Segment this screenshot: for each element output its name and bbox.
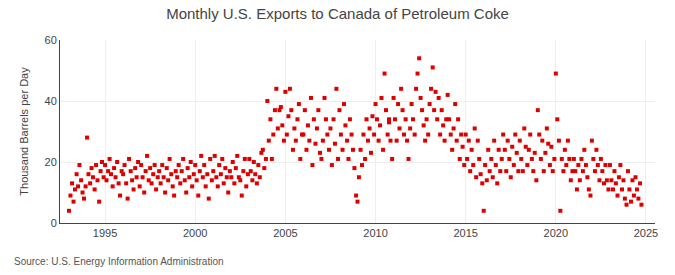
svg-text:2015: 2015: [453, 227, 477, 239]
svg-text:2020: 2020: [544, 227, 568, 239]
svg-text:20: 20: [45, 156, 57, 168]
svg-text:40: 40: [45, 95, 57, 107]
svg-text:1995: 1995: [93, 227, 117, 239]
svg-text:60: 60: [45, 34, 57, 46]
svg-text:2010: 2010: [363, 227, 387, 239]
svg-text:0: 0: [51, 217, 57, 229]
svg-text:Monthly U.S. Exports to Canada: Monthly U.S. Exports to Canada of Petrol…: [166, 5, 509, 22]
svg-text:Source: U.S. Energy Informatio: Source: U.S. Energy Information Administ…: [14, 256, 224, 267]
svg-text:2005: 2005: [273, 227, 297, 239]
svg-text:2000: 2000: [183, 227, 207, 239]
svg-text:2025: 2025: [634, 227, 658, 239]
svg-text:Thousand Barrels per Day: Thousand Barrels per Day: [18, 67, 30, 196]
